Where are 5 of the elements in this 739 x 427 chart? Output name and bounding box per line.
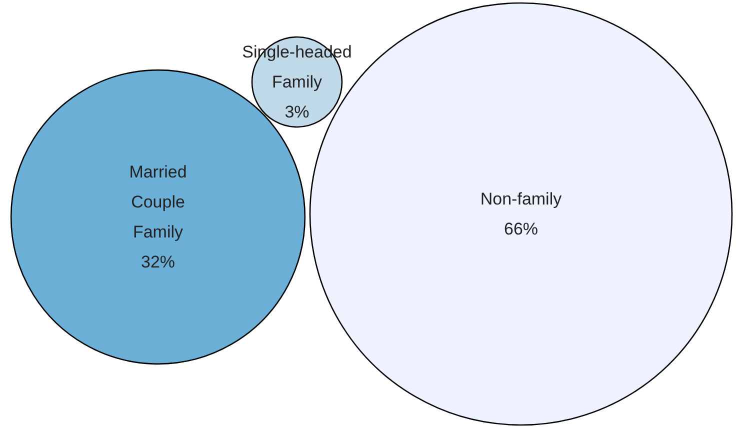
data-label: 32%	[140, 252, 176, 272]
data-label: 66%	[504, 220, 538, 238]
category-label: Non-family	[480, 190, 562, 208]
data-label: 3%	[284, 102, 310, 122]
category-label: Married Couple Family	[129, 162, 187, 242]
